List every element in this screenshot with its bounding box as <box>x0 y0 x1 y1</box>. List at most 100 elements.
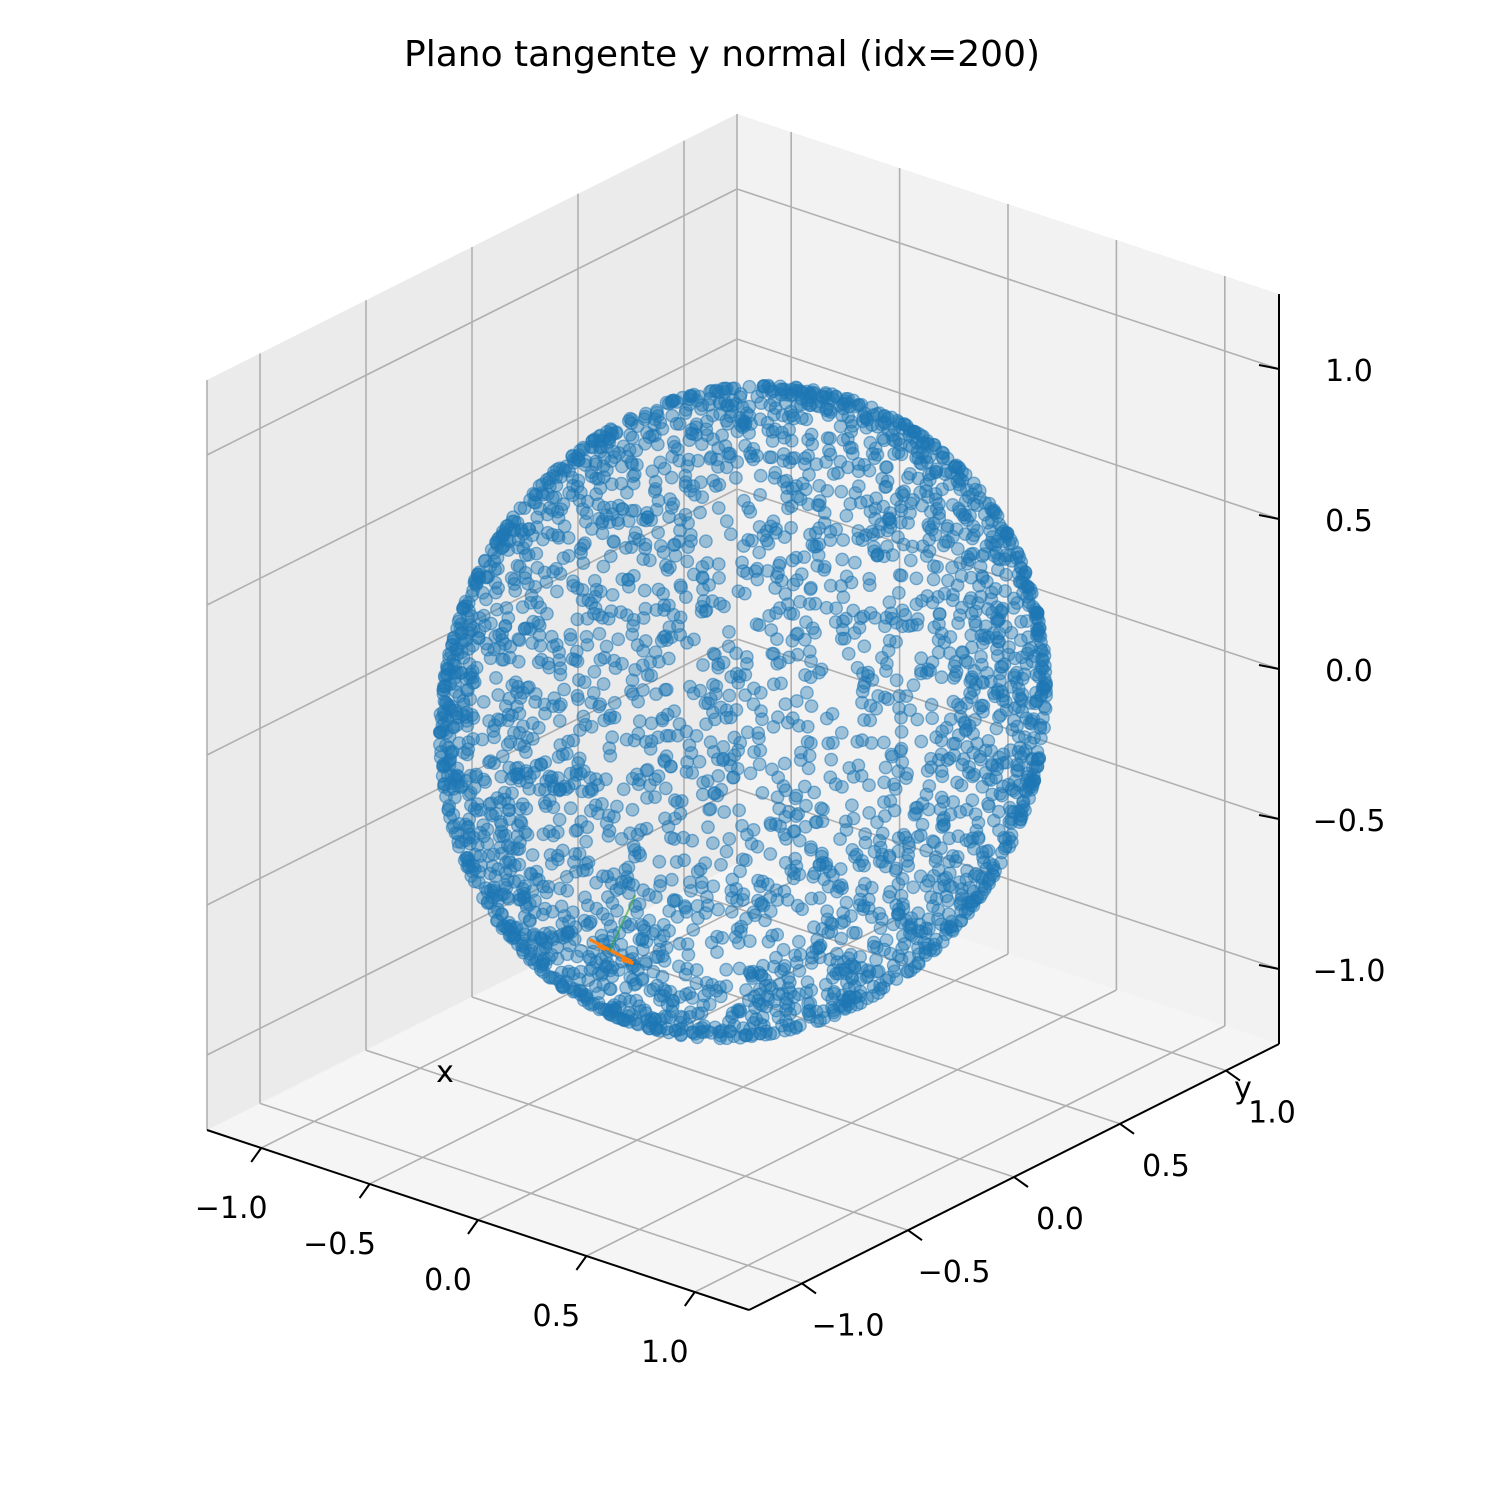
sphere-point <box>587 573 602 588</box>
sphere-point <box>465 708 479 722</box>
sphere-point <box>999 755 1014 770</box>
sphere-point <box>846 811 861 826</box>
sphere-point <box>501 611 516 625</box>
sphere-point <box>482 755 496 770</box>
sphere-point <box>680 755 694 769</box>
sphere-point <box>995 788 1009 803</box>
sphere-point <box>764 450 779 465</box>
sphere-point <box>926 572 941 587</box>
sphere-point <box>755 712 769 727</box>
sphere-point <box>801 448 816 463</box>
sphere-point <box>806 869 820 884</box>
sphere-point <box>501 713 515 728</box>
sphere-point <box>834 579 849 593</box>
sphere-point <box>698 696 713 710</box>
axes-3d: −1.0 −0.5 0.0 0.5 1.0 −1.0 −0.5 0.0 0.5 1.0 −1.0… <box>195 114 1385 1370</box>
sphere-point <box>493 840 508 855</box>
sphere-point <box>922 450 937 464</box>
sphere-point <box>686 686 701 701</box>
sphere-point <box>595 967 609 982</box>
sphere-point <box>975 636 990 651</box>
sphere-point <box>867 935 881 950</box>
sphere-point <box>451 839 466 854</box>
sphere-point <box>614 476 629 491</box>
sphere-point <box>841 646 856 661</box>
sphere-point <box>536 827 551 842</box>
sphere-point <box>529 864 544 879</box>
sphere-point <box>963 834 978 849</box>
sphere-point <box>979 862 994 876</box>
sphere-point <box>936 538 951 553</box>
sphere-point <box>736 887 751 901</box>
sphere-point <box>563 632 578 647</box>
sphere-point <box>887 777 901 792</box>
sphere-point <box>554 697 568 712</box>
sphere-point <box>599 949 613 964</box>
sphere-point <box>879 933 894 948</box>
sphere-point <box>858 876 872 891</box>
sphere-point <box>882 890 896 904</box>
sphere-point <box>760 564 775 578</box>
sphere-point <box>898 608 913 622</box>
sphere-point <box>1033 665 1047 680</box>
sphere-point <box>673 610 688 625</box>
sphere-point <box>876 499 891 514</box>
y-tick-label: −1.0 <box>812 1308 885 1343</box>
sphere-point <box>859 528 873 542</box>
sphere-point <box>522 913 537 927</box>
sphere-point <box>712 477 727 492</box>
sphere-point <box>733 1004 748 1019</box>
sphere-point <box>850 734 865 749</box>
sphere-point <box>472 865 487 879</box>
sphere-point <box>829 522 844 537</box>
sphere-point <box>927 620 942 635</box>
sphere-point <box>942 477 957 492</box>
sphere-point <box>752 982 767 996</box>
sphere-point <box>699 534 713 549</box>
sphere-point <box>764 623 779 637</box>
sphere-point <box>638 634 653 648</box>
sphere-point <box>500 737 515 752</box>
sphere-point <box>803 582 818 596</box>
sphere-point <box>570 688 585 703</box>
sphere-point <box>934 670 949 685</box>
sphere-point <box>767 470 782 485</box>
sphere-point <box>673 578 688 593</box>
sphere-point <box>556 551 571 565</box>
sphere-point <box>525 848 540 862</box>
sphere-point <box>576 556 591 570</box>
sphere-point <box>722 625 736 639</box>
sphere-point <box>515 600 530 614</box>
sphere-point <box>717 805 732 819</box>
sphere-point <box>551 511 566 525</box>
sphere-point <box>635 971 650 986</box>
sphere-point <box>900 964 914 979</box>
sphere-point <box>673 806 688 821</box>
sphere-point <box>942 854 956 869</box>
sphere-point <box>964 672 979 687</box>
sphere-point <box>946 694 961 709</box>
sphere-point <box>607 535 621 549</box>
sphere-point <box>707 785 722 800</box>
sphere-point <box>941 893 955 908</box>
sphere-point <box>638 735 653 749</box>
sphere-point <box>877 735 891 750</box>
sphere-point <box>737 493 751 508</box>
sphere-point <box>665 408 680 423</box>
sphere-point <box>626 476 641 491</box>
sphere-point <box>490 561 505 576</box>
sphere-point <box>563 801 578 816</box>
sphere-point <box>894 710 908 725</box>
sphere-point <box>719 979 734 994</box>
sphere-point <box>561 964 576 979</box>
sphere-point <box>611 632 626 647</box>
sphere-point <box>608 661 623 675</box>
sphere-point <box>884 747 899 762</box>
sphere-point <box>667 893 681 907</box>
sphere-point <box>532 618 547 633</box>
sphere-point <box>922 779 937 793</box>
sphere-point <box>698 604 713 619</box>
sphere-point <box>684 883 698 898</box>
sphere-point <box>702 802 717 817</box>
sphere-point <box>887 447 902 461</box>
